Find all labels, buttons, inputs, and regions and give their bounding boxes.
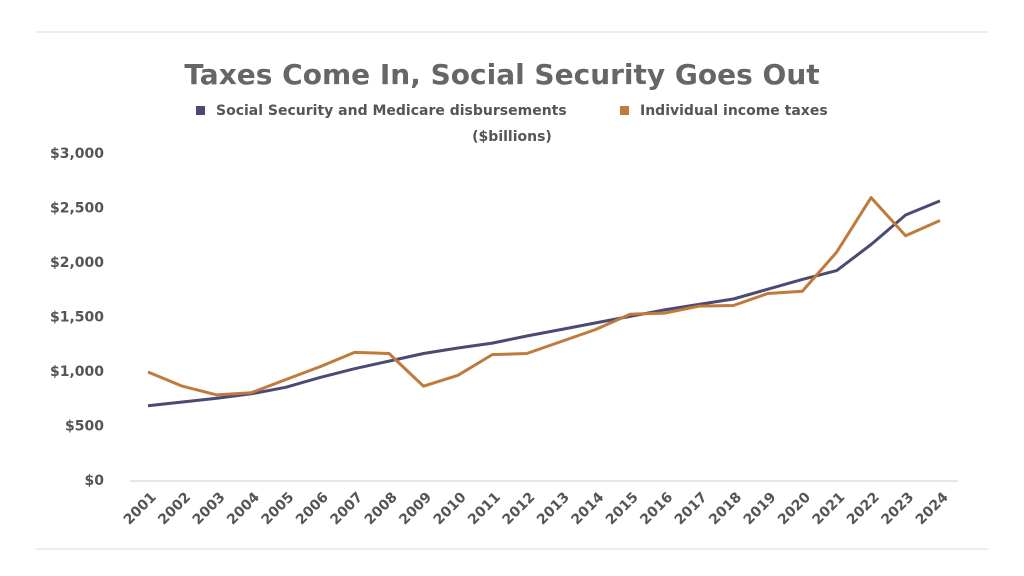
x-tick-label: 2002 [155, 489, 194, 528]
y-tick-label: $2,500 [50, 201, 104, 217]
x-tick-label: 2014 [568, 489, 607, 528]
x-tick-label: 2003 [190, 489, 229, 528]
x-tick-label: 2001 [121, 489, 160, 528]
legend-swatch [620, 106, 629, 115]
legend-label: Social Security and Medicare disbursemen… [216, 103, 567, 119]
x-tick-label: 2019 [741, 489, 780, 528]
chart-subtitle: ($billions) [472, 129, 552, 145]
x-tick-label: 2013 [534, 489, 573, 528]
legend-swatch [196, 106, 205, 115]
x-tick-label: 2010 [431, 489, 470, 528]
legend-label: Individual income taxes [640, 103, 828, 119]
series-line [147, 196, 941, 397]
y-tick-label: $2,000 [50, 255, 104, 271]
x-tick-label: 2018 [706, 489, 745, 528]
y-tick-label: $1,500 [50, 310, 104, 326]
x-tick-label: 2022 [844, 489, 883, 528]
x-tick-label: 2008 [362, 489, 401, 528]
x-tick-label: 2011 [465, 489, 504, 528]
x-tick-label: 2023 [878, 489, 917, 528]
y-tick-label: $500 [65, 419, 104, 435]
x-tick-label: 2015 [603, 489, 642, 528]
x-tick-label: 2006 [293, 489, 332, 528]
y-tick-label: $0 [85, 473, 105, 489]
x-tick-label: 2017 [672, 489, 711, 528]
x-tick-label: 2005 [259, 489, 298, 528]
x-tick-label: 2004 [224, 489, 263, 528]
x-tick-label: 2012 [500, 489, 539, 528]
x-tick-label: 2020 [775, 489, 814, 528]
y-tick-label: $1,000 [50, 364, 104, 380]
y-tick-label: $3,000 [50, 146, 104, 162]
x-tick-label: 2009 [396, 489, 435, 528]
x-tick-label: 2024 [913, 489, 952, 528]
series-line [147, 199, 941, 408]
x-tick-label: 2007 [327, 489, 366, 528]
x-tick-label: 2016 [637, 489, 676, 528]
chart-title: Taxes Come In, Social Security Goes Out [184, 58, 819, 91]
x-tick-label: 2021 [809, 489, 848, 528]
